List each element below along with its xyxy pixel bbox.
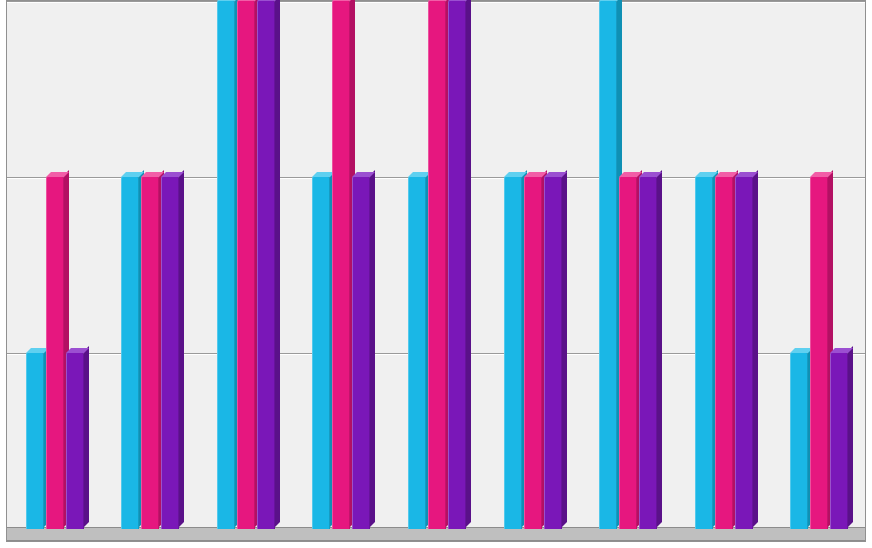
bar: [161, 177, 179, 529]
bar: [332, 1, 350, 529]
bar: [639, 177, 657, 529]
bar: [790, 353, 808, 529]
chart-floor: [7, 527, 865, 541]
bar-group: [389, 1, 485, 529]
bar: [121, 177, 139, 529]
bar: [830, 353, 848, 529]
bar: [504, 177, 522, 529]
bar-group: [676, 1, 772, 529]
bar: [352, 177, 370, 529]
bar: [237, 1, 255, 529]
bar: [141, 177, 159, 529]
bar: [408, 177, 426, 529]
bar: [715, 177, 733, 529]
bar: [599, 1, 617, 529]
bar: [428, 1, 446, 529]
bar-group: [485, 1, 581, 529]
bar: [312, 177, 330, 529]
bar: [524, 177, 542, 529]
bar: [46, 177, 64, 529]
bar-group: [198, 1, 294, 529]
bar: [810, 177, 828, 529]
grouped-bar-chart: [0, 0, 872, 548]
plot-area: [6, 0, 866, 542]
bar: [448, 1, 466, 529]
bar-group: [7, 1, 103, 529]
bar-group: [103, 1, 199, 529]
bar: [217, 1, 235, 529]
bar: [257, 1, 275, 529]
bar: [695, 177, 713, 529]
bar: [66, 353, 84, 529]
bar: [735, 177, 753, 529]
bar: [544, 177, 562, 529]
bar-group: [771, 1, 867, 529]
bar-group: [580, 1, 676, 529]
bar-group: [294, 1, 390, 529]
bar: [26, 353, 44, 529]
bar: [619, 177, 637, 529]
